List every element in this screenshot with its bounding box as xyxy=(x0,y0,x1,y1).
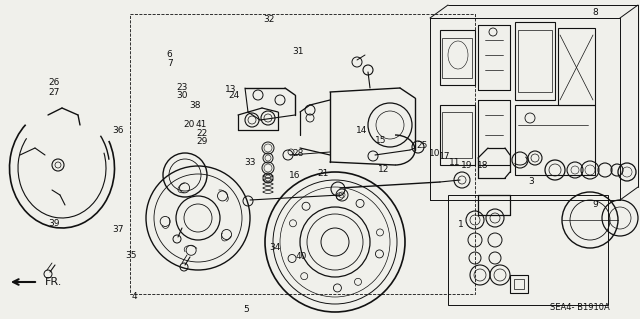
Bar xyxy=(130,14,475,294)
Text: 4: 4 xyxy=(132,292,137,301)
Text: 6: 6 xyxy=(167,50,172,59)
Bar xyxy=(448,195,608,305)
Text: 8: 8 xyxy=(593,8,598,17)
Text: 39: 39 xyxy=(49,219,60,228)
Text: 5: 5 xyxy=(244,305,249,314)
Bar xyxy=(510,275,528,293)
Text: 30: 30 xyxy=(177,91,188,100)
Text: 13: 13 xyxy=(225,85,236,94)
Text: 35: 35 xyxy=(125,251,137,260)
Text: 15: 15 xyxy=(375,136,387,145)
Text: 22: 22 xyxy=(196,130,207,138)
Text: 24: 24 xyxy=(228,91,239,100)
Text: SEA4- B1910A: SEA4- B1910A xyxy=(550,303,610,313)
Text: 1: 1 xyxy=(458,220,463,229)
Text: 11: 11 xyxy=(449,158,460,167)
Text: 23: 23 xyxy=(177,83,188,92)
Text: 20: 20 xyxy=(183,120,195,129)
Text: 14: 14 xyxy=(356,126,367,135)
Text: FR.: FR. xyxy=(45,277,62,287)
Text: 26: 26 xyxy=(49,78,60,87)
Text: 28: 28 xyxy=(292,149,303,158)
Text: 29: 29 xyxy=(196,137,207,146)
Text: 31: 31 xyxy=(292,47,303,56)
Text: 37: 37 xyxy=(113,225,124,234)
Text: 18: 18 xyxy=(477,161,489,170)
Text: 40: 40 xyxy=(295,252,307,261)
Text: 32: 32 xyxy=(263,15,275,24)
Text: 33: 33 xyxy=(244,158,255,167)
Text: 7: 7 xyxy=(167,59,172,68)
Text: 41: 41 xyxy=(196,120,207,129)
Text: 3: 3 xyxy=(529,177,534,186)
Text: 17: 17 xyxy=(439,152,451,161)
Text: 36: 36 xyxy=(113,126,124,135)
Text: 16: 16 xyxy=(289,171,300,180)
Bar xyxy=(514,279,524,289)
Text: 10: 10 xyxy=(429,149,441,158)
Text: 19: 19 xyxy=(461,161,473,170)
Text: 25: 25 xyxy=(417,141,428,150)
Text: 38: 38 xyxy=(189,101,201,110)
Text: 12: 12 xyxy=(378,165,390,174)
Text: 21: 21 xyxy=(317,169,329,178)
Text: 34: 34 xyxy=(269,243,281,252)
Text: 27: 27 xyxy=(49,88,60,97)
Text: 9: 9 xyxy=(593,200,598,209)
